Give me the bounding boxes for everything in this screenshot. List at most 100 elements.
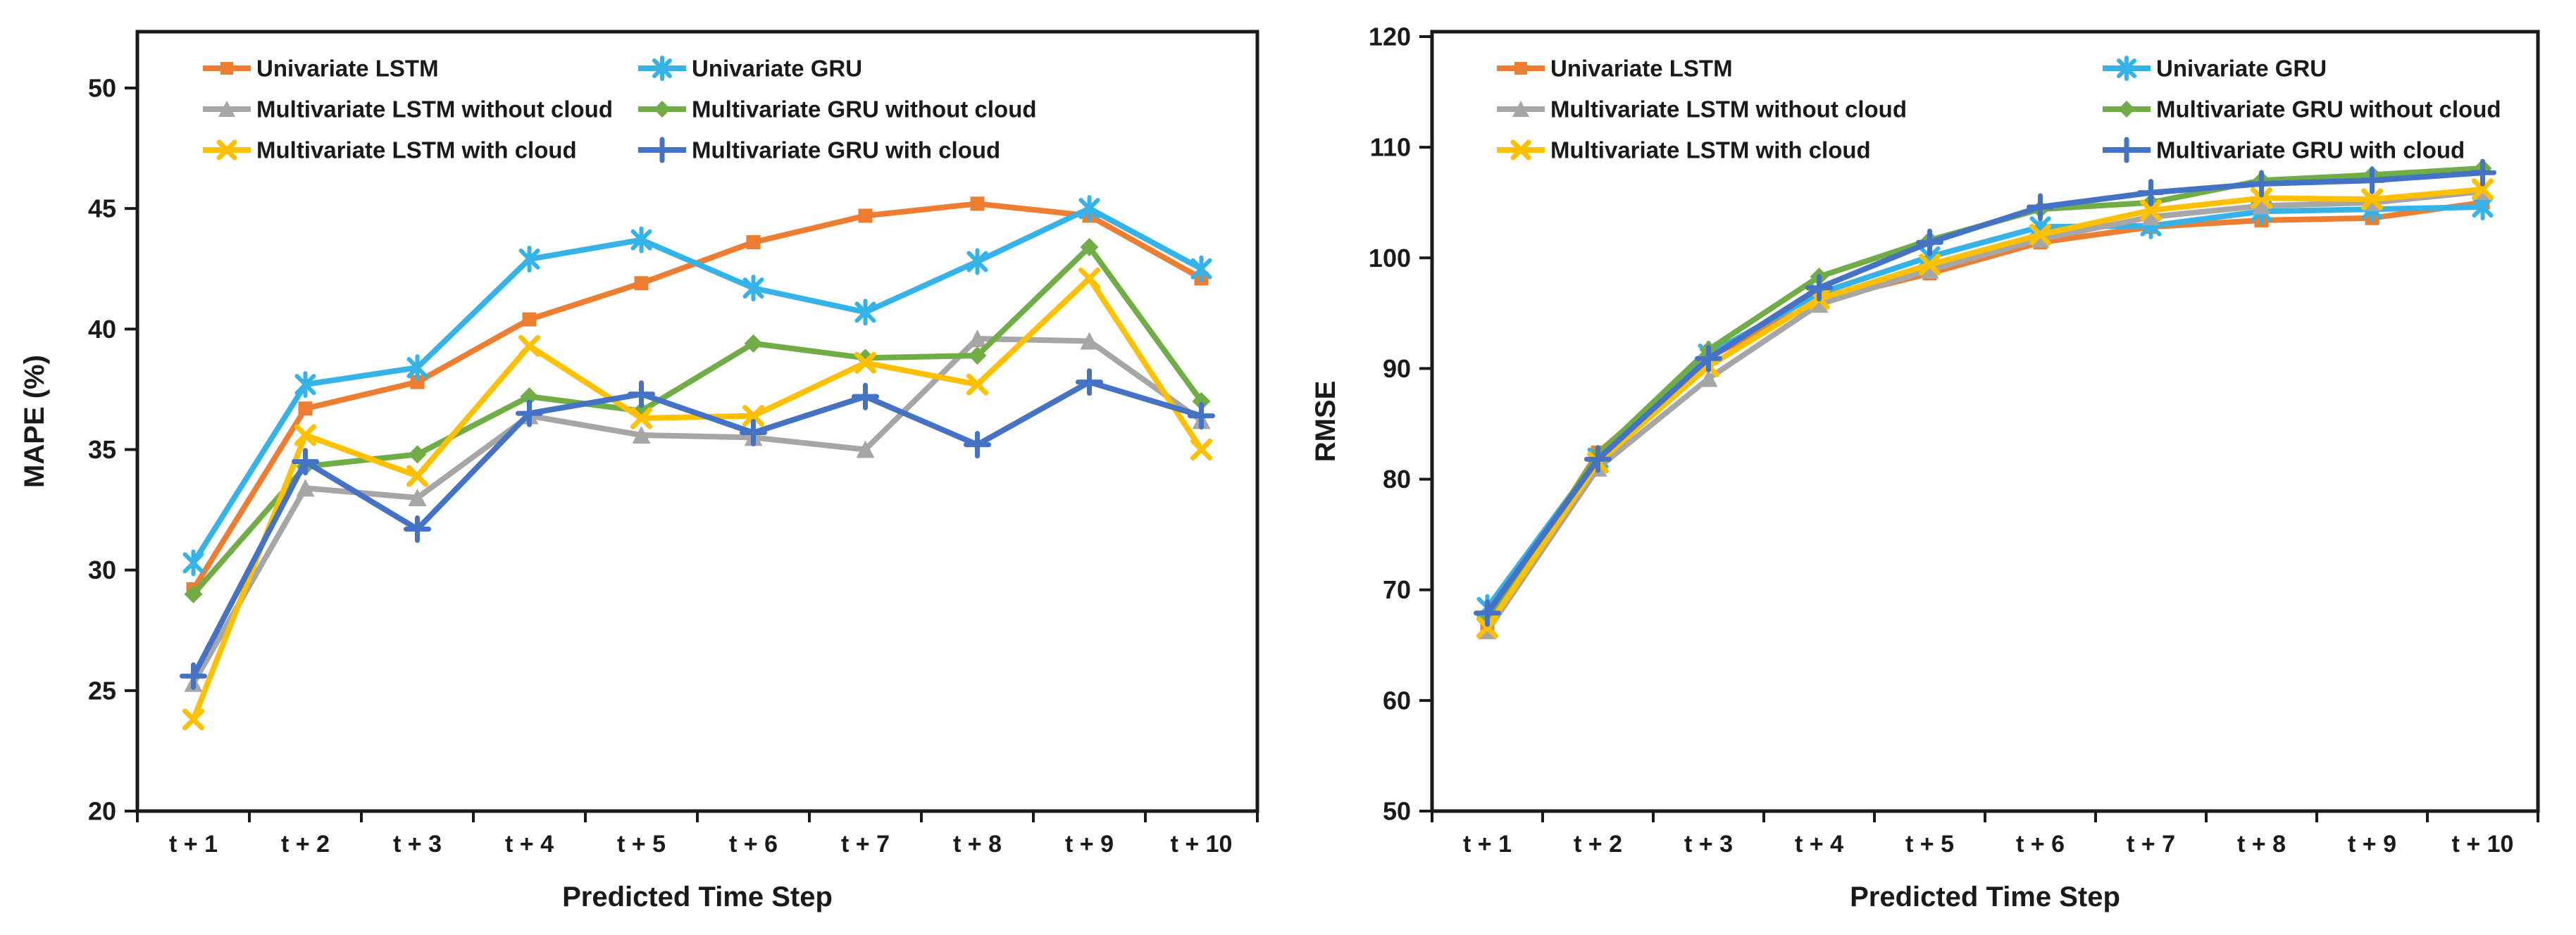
marker-x [854,351,876,374]
marker-triangle [1810,295,1829,313]
marker-diamond [408,445,427,464]
x-tick-label: t + 8 [953,831,1002,858]
x-tick-label: t + 3 [1684,831,1733,858]
marker-triangle [218,101,235,117]
series-univariate-lstm [1480,195,2490,634]
x-tick-label: t + 4 [1795,831,1843,858]
series-line [1484,186,2486,631]
marker-plus [1076,368,1103,396]
y-axis-title: MAPE (%) [19,355,50,488]
marker-diamond [1080,237,1099,256]
x-axis: t + 1 t + 2 t + 3 t + 4 t + 5 t + 6 t + 7 t + 8… [1431,811,2539,858]
marker-star [1078,195,1100,222]
series-multivariate-lstm-with-cloud [182,267,1212,731]
x-tick-label: t + 5 [1905,831,1954,858]
x-tick-label: t + 1 [169,831,218,858]
x-tick-label: t + 4 [505,831,554,858]
legend-entry-multivariate-lstm-with-cloud: Multivariate LSTM with cloud [1497,137,1871,163]
marker-star [966,248,988,275]
series-line [1484,204,2486,610]
series-line [190,206,1205,566]
marker-plus [1916,228,1943,256]
x-tick-label: t + 7 [2127,831,2175,858]
marker-star [742,275,764,302]
marker-plus [649,137,676,163]
legend-label: Multivariate GRU with cloud [2156,137,2465,163]
marker-x [2472,178,2494,201]
marker-x [1190,439,1212,460]
legend-entry-multivariate-gru-without-cloud: Multivariate GRU without cloud [2103,96,2501,123]
marker-star [294,371,316,399]
y-tick-label: 20 [88,797,116,826]
y-tick-label: 45 [88,194,116,223]
marker-x [518,334,540,357]
marker-diamond [520,387,539,406]
marker-square [410,375,425,389]
marker-square [746,235,761,250]
x-tick-label: t + 9 [2348,831,2396,858]
marker-x [216,139,237,161]
x-tick-label: t + 9 [1065,831,1114,858]
marker-triangle [632,425,651,444]
marker-x [406,465,428,487]
x-tick-label: t + 5 [617,831,666,858]
y-tick-label: 110 [1370,133,1411,162]
y-tick-label: 25 [88,676,116,705]
legend-label: Univariate LSTM [1550,56,1733,82]
x-axis-title: Predicted Time Step [562,881,833,912]
legend-entry-multivariate-gru-with-cloud: Multivariate GRU with cloud [2103,137,2465,163]
marker-x [742,405,764,427]
marker-plus [1695,344,1722,372]
series-univariate-gru [182,195,1212,577]
marker-triangle [2031,230,2050,248]
legend-entry-univariate-lstm: Univariate LSTM [1497,56,1733,82]
marker-star [182,549,204,577]
legend-entry-multivariate-lstm-without-cloud: Multivariate LSTM without cloud [1497,96,1907,123]
marker-plus [292,448,319,476]
y-tick-label: 70 [1383,575,1411,604]
marker-plus [2358,166,2386,194]
series-multivariate-gru-without-cloud [1478,159,2492,629]
marker-plus [2248,170,2275,198]
legend-label: Univariate GRU [2156,56,2327,82]
series-multivariate-gru-without-cloud [184,237,1211,603]
marker-star [1190,255,1212,282]
marker-plus [740,419,767,447]
marker-x [1919,253,1941,276]
series-line [1484,189,2486,634]
marker-plus [2137,179,2165,207]
marker-x [2140,199,2162,222]
marker-plus [1188,402,1215,430]
legend-label: Univariate GRU [692,56,862,82]
marker-diamond [184,584,203,603]
series-line [1484,170,2486,616]
marker-x [294,424,316,446]
marker-x [1476,616,1498,639]
x-tick-label: t + 6 [2016,831,2065,858]
marker-plus [404,515,431,543]
marker-diamond [2118,101,2135,118]
marker-plus [516,399,543,427]
x-tick-label: t + 8 [2237,831,2286,858]
marker-square [522,312,537,327]
marker-triangle [2141,208,2160,226]
marker-plus [1584,445,1612,473]
marker-diamond [744,334,763,353]
y-tick-label: 50 [88,74,116,103]
marker-plus [964,431,991,459]
legend-entry-multivariate-gru-with-cloud: Multivariate GRU with cloud [638,137,1000,163]
marker-star [518,246,540,273]
y-axis: 20 25 30 35 40 45 50 [88,74,137,826]
marker-plus [180,662,207,690]
legend-label: Univariate LSTM [256,56,439,82]
x-tick-label: t + 6 [729,831,778,858]
y-tick-label: 50 [1383,797,1411,826]
marker-star [2117,56,2136,81]
x-tick-label: t + 2 [281,831,330,858]
x-tick-label: t + 3 [393,831,442,858]
marker-triangle [856,440,875,458]
marker-x [1510,139,1531,161]
marker-square [220,62,233,75]
